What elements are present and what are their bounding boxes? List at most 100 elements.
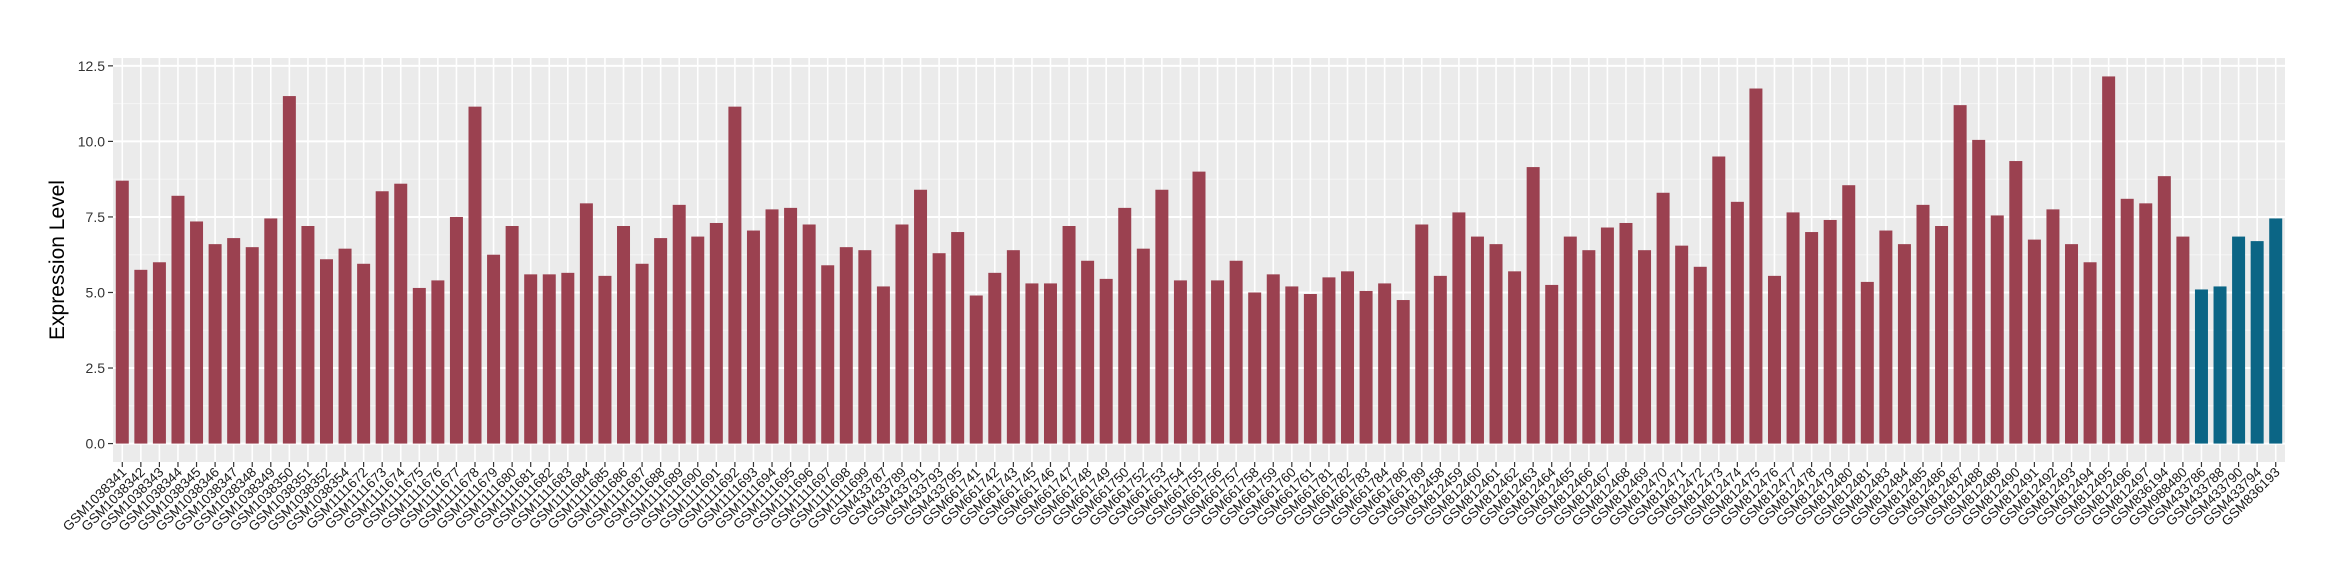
bar-GSM1111681 — [524, 274, 538, 444]
bar-GSM812490 — [2009, 161, 2023, 444]
bar-GSM1111673 — [375, 191, 389, 444]
bar-GSM661782 — [1341, 271, 1355, 444]
bar-GSM661786 — [1396, 300, 1410, 444]
bar-GSM812470 — [1656, 192, 1670, 444]
bar-GSM433795 — [951, 232, 965, 444]
bar-GSM812494 — [2083, 262, 2097, 444]
bar-GSM433787 — [876, 286, 890, 444]
bar-GSM1038349 — [264, 218, 278, 444]
bar-GSM1111675 — [412, 287, 426, 444]
bar-GSM1111692 — [728, 106, 742, 444]
bar-GSM812492 — [2046, 209, 2060, 444]
bar-GSM1038352 — [319, 259, 333, 444]
bar-GSM661761 — [1303, 293, 1317, 444]
bar-GSM661760 — [1285, 286, 1299, 444]
bar-GSM836194 — [2157, 176, 2171, 444]
y-tick-label: 7.5 — [86, 209, 106, 225]
bar-GSM1038343 — [152, 262, 166, 444]
bar-GSM988480 — [2176, 236, 2190, 444]
bar-GSM433791 — [914, 189, 928, 444]
bar-GSM1111682 — [542, 274, 556, 444]
bar-GSM1111677 — [449, 216, 463, 444]
bar-GSM1038341 — [115, 180, 129, 444]
bar-GSM1111687 — [635, 263, 649, 444]
bar-GSM661759 — [1266, 274, 1280, 444]
bar-GSM661749 — [1099, 278, 1113, 444]
bar-GSM812459 — [1452, 212, 1466, 444]
bar-GSM1111691 — [709, 222, 723, 444]
bar-GSM433794 — [2250, 241, 2264, 444]
bar-GSM812483 — [1879, 230, 1893, 444]
bar-GSM1111683 — [561, 272, 575, 444]
bar-GSM812477 — [1786, 212, 1800, 444]
bar-GSM1038342 — [134, 269, 148, 444]
bar-GSM661756 — [1211, 280, 1225, 444]
y-tick-label: 0.0 — [86, 436, 106, 452]
bar-GSM812460 — [1470, 236, 1484, 444]
bar-GSM1111679 — [487, 254, 501, 444]
bar-GSM812463 — [1526, 167, 1540, 444]
bars — [115, 76, 2283, 444]
bar-GSM1038354 — [338, 248, 352, 444]
x-axis: GSM1038341GSM1038342GSM1038343GSM1038344… — [60, 462, 2283, 534]
bar-GSM1111686 — [617, 226, 631, 444]
bar-GSM812493 — [2065, 244, 2079, 444]
bar-GSM1111676 — [431, 280, 445, 444]
bar-GSM812461 — [1489, 244, 1503, 444]
bar-GSM812467 — [1600, 227, 1614, 444]
y-axis-title: Expression Level — [46, 180, 69, 340]
y-tick-label: 5.0 — [86, 284, 106, 300]
bar-GSM1111689 — [672, 204, 686, 444]
bar-GSM661755 — [1192, 171, 1206, 444]
bar-GSM812468 — [1619, 222, 1633, 444]
bar-GSM661789 — [1415, 224, 1429, 444]
bar-GSM812480 — [1842, 185, 1856, 444]
bar-GSM812488 — [1972, 139, 1986, 444]
bar-GSM661743 — [1006, 250, 1020, 444]
bar-GSM1111684 — [579, 203, 593, 444]
bar-GSM1111693 — [746, 230, 760, 444]
bar-GSM1038348 — [245, 247, 259, 444]
bar-GSM1111696 — [802, 224, 816, 444]
bar-GSM812481 — [1860, 281, 1874, 444]
bar-GSM661747 — [1062, 226, 1076, 444]
bar-GSM661742 — [988, 272, 1002, 444]
bar-GSM812491 — [2027, 239, 2041, 444]
bar-GSM1038345 — [190, 221, 204, 444]
bar-GSM661746 — [1043, 283, 1057, 444]
bar-GSM812466 — [1582, 250, 1596, 444]
bar-GSM812489 — [1990, 215, 2004, 444]
bar-GSM1111699 — [858, 250, 872, 444]
bar-GSM812462 — [1508, 271, 1522, 444]
bar-GSM1038344 — [171, 195, 185, 444]
bar-GSM661752 — [1136, 248, 1150, 444]
y-tick-label: 2.5 — [86, 360, 106, 376]
bar-GSM433788 — [2213, 286, 2227, 444]
bar-GSM1111688 — [654, 238, 668, 444]
bar-GSM812478 — [1805, 232, 1819, 444]
bar-GSM661784 — [1378, 283, 1392, 444]
bar-GSM661753 — [1155, 189, 1169, 444]
bar-GSM1111694 — [765, 209, 779, 444]
bar-GSM812497 — [2139, 203, 2153, 444]
bar-GSM812472 — [1693, 266, 1707, 444]
bar-GSM1111695 — [784, 207, 798, 444]
y-tick-label: 10.0 — [78, 133, 105, 149]
bar-GSM812471 — [1675, 245, 1689, 444]
bar-GSM812476 — [1767, 275, 1781, 444]
bar-GSM661781 — [1322, 277, 1336, 444]
bar-GSM661741 — [969, 295, 983, 444]
bar-GSM812465 — [1563, 236, 1577, 444]
bar-GSM812475 — [1749, 88, 1763, 444]
bar-GSM812496 — [2120, 198, 2134, 444]
bar-GSM812495 — [2102, 76, 2116, 444]
bar-GSM1111685 — [598, 275, 612, 444]
bar-GSM1111678 — [468, 106, 482, 444]
y-axis: 0.0 2.5 5.0 7.5 10.0 12.5 — [78, 58, 113, 452]
bar-GSM661757 — [1229, 260, 1243, 444]
bar-GSM661748 — [1081, 260, 1095, 444]
bar-GSM661754 — [1173, 280, 1187, 444]
bar-GSM433790 — [2232, 236, 2246, 444]
bar-GSM812464 — [1545, 284, 1559, 444]
bar-GSM1111698 — [839, 247, 853, 444]
